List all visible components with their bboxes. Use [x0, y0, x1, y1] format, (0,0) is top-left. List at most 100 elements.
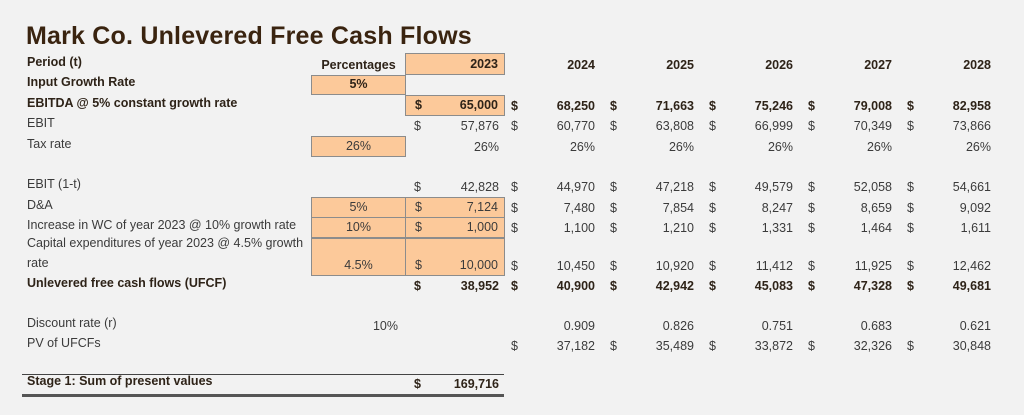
cell-2026[interactable]: $1,331: [703, 217, 802, 238]
percentage-cell[interactable]: 4.5%: [311, 238, 406, 276]
cell-2026[interactable]: 0.751: [703, 316, 802, 336]
cell-2024[interactable]: 0.909: [505, 316, 604, 336]
cell-2023[interactable]: $1,000: [405, 217, 505, 238]
cell-2026[interactable]: $11,412: [703, 238, 802, 276]
cell-value: 0.621: [959, 319, 991, 333]
currency-symbol: $: [511, 119, 518, 133]
cell-2026[interactable]: $75,246: [703, 95, 802, 116]
row-label: Discount rate (r): [27, 316, 117, 330]
currency-symbol: $: [907, 180, 914, 194]
cell-value: 8,247: [761, 201, 793, 215]
cell-2024[interactable]: 26%: [505, 136, 604, 157]
cell-2027[interactable]: $79,008: [802, 95, 901, 116]
cell-2026[interactable]: $49,579: [703, 177, 802, 197]
percentage-cell[interactable]: Percentages: [321, 58, 396, 72]
cell-2028[interactable]: 2028: [901, 53, 1000, 75]
cell-2027[interactable]: $70,349: [802, 116, 901, 136]
cell-2027[interactable]: $8,659: [802, 197, 901, 218]
cell-2027[interactable]: 2027: [802, 53, 901, 75]
currency-symbol: $: [610, 99, 617, 113]
currency-symbol: $: [709, 119, 716, 133]
cell-2027[interactable]: $47,328: [802, 276, 901, 296]
cell-2027[interactable]: 26%: [802, 136, 901, 157]
cell-value: 11,925: [854, 259, 892, 273]
cell-2023[interactable]: $65,000: [405, 95, 505, 116]
currency-symbol: $: [709, 339, 716, 353]
cell-2023[interactable]: $42,828: [405, 177, 505, 197]
cell-value: 65,000: [459, 98, 498, 112]
cell-2028[interactable]: $12,462: [901, 238, 1000, 276]
cell-2023[interactable]: $10,000: [405, 238, 505, 276]
cell-2023[interactable]: 2023: [405, 53, 505, 75]
cell-2028[interactable]: $30,848: [901, 336, 1000, 356]
cell-2023[interactable]: $169,716: [405, 373, 505, 394]
cell-2024[interactable]: 2024: [505, 53, 604, 75]
cell-2027[interactable]: $1,464: [802, 217, 901, 238]
cell-2027[interactable]: $32,326: [802, 336, 901, 356]
cell-2028[interactable]: $9,092: [901, 197, 1000, 218]
row-label: EBIT (1-t): [27, 177, 81, 191]
cell-2026[interactable]: 2026: [703, 53, 802, 75]
percentage-cell[interactable]: 5%: [311, 75, 406, 95]
cell-2025[interactable]: 2025: [604, 53, 703, 75]
percentage-cell[interactable]: 10%: [311, 217, 406, 238]
percentage-cell[interactable]: 10%: [372, 319, 398, 333]
cell-2028[interactable]: $1,611: [901, 217, 1000, 238]
row-label: EBITDA @ 5% constant growth rate: [27, 96, 238, 110]
cell-2024[interactable]: $44,970: [505, 177, 604, 197]
cell-value: 40,900: [556, 279, 595, 293]
currency-symbol: $: [808, 180, 815, 194]
cell-2024[interactable]: $7,480: [505, 197, 604, 218]
cell-2028[interactable]: $54,661: [901, 177, 1000, 197]
cell-2025[interactable]: $47,218: [604, 177, 703, 197]
cell-2025[interactable]: $7,854: [604, 197, 703, 218]
cell-2025[interactable]: $35,489: [604, 336, 703, 356]
cell-2023[interactable]: $57,876: [405, 116, 505, 136]
cell-2024[interactable]: $10,450: [505, 238, 604, 276]
cell-2025[interactable]: 0.826: [604, 316, 703, 336]
cell-2027[interactable]: $11,925: [802, 238, 901, 276]
cell-2026[interactable]: $33,872: [703, 336, 802, 356]
cell-2028[interactable]: 0.621: [901, 316, 1000, 336]
table-row: Stage 1: Sum of present values $169,716: [0, 373, 1024, 394]
cell-value: 7,480: [563, 201, 595, 215]
cell-2025[interactable]: 26%: [604, 136, 703, 157]
cell-value: 2027: [864, 58, 892, 72]
cell-2025[interactable]: $71,663: [604, 95, 703, 116]
cell-2024[interactable]: $68,250: [505, 95, 604, 116]
percentage-cell[interactable]: 26%: [311, 136, 406, 157]
cell-value: 0.751: [761, 319, 793, 333]
cell-2028[interactable]: $73,866: [901, 116, 1000, 136]
sum-bottom-border: [22, 394, 504, 397]
cell-value: 35,489: [655, 339, 694, 353]
currency-symbol: $: [709, 180, 716, 194]
cell-2025[interactable]: $42,942: [604, 276, 703, 296]
cell-value: 49,579: [754, 180, 793, 194]
cell-value: 1,000: [466, 220, 498, 234]
cell-2024[interactable]: $1,100: [505, 217, 604, 238]
cell-2028[interactable]: $82,958: [901, 95, 1000, 116]
row-label: EBIT: [27, 116, 55, 130]
cell-2024[interactable]: $37,182: [505, 336, 604, 356]
cell-2023[interactable]: $38,952: [405, 276, 505, 296]
percentage-cell[interactable]: 5%: [311, 197, 406, 218]
cell-2026[interactable]: $66,999: [703, 116, 802, 136]
cell-value: 70,349: [853, 119, 892, 133]
cell-2026[interactable]: 26%: [703, 136, 802, 157]
cell-2026[interactable]: $8,247: [703, 197, 802, 218]
cell-2023[interactable]: $7,124: [405, 197, 505, 218]
cell-2023[interactable]: 26%: [405, 136, 505, 157]
cell-value: 37,182: [556, 339, 595, 353]
currency-symbol: $: [907, 201, 914, 215]
cell-2028[interactable]: $49,681: [901, 276, 1000, 296]
cell-2027[interactable]: $52,058: [802, 177, 901, 197]
cell-2025[interactable]: $63,808: [604, 116, 703, 136]
cell-2027[interactable]: 0.683: [802, 316, 901, 336]
cell-2028[interactable]: 26%: [901, 136, 1000, 157]
currency-symbol: $: [907, 339, 914, 353]
cell-2025[interactable]: $10,920: [604, 238, 703, 276]
cell-2025[interactable]: $1,210: [604, 217, 703, 238]
cell-2026[interactable]: $45,083: [703, 276, 802, 296]
cell-2024[interactable]: $60,770: [505, 116, 604, 136]
cell-2024[interactable]: $40,900: [505, 276, 604, 296]
